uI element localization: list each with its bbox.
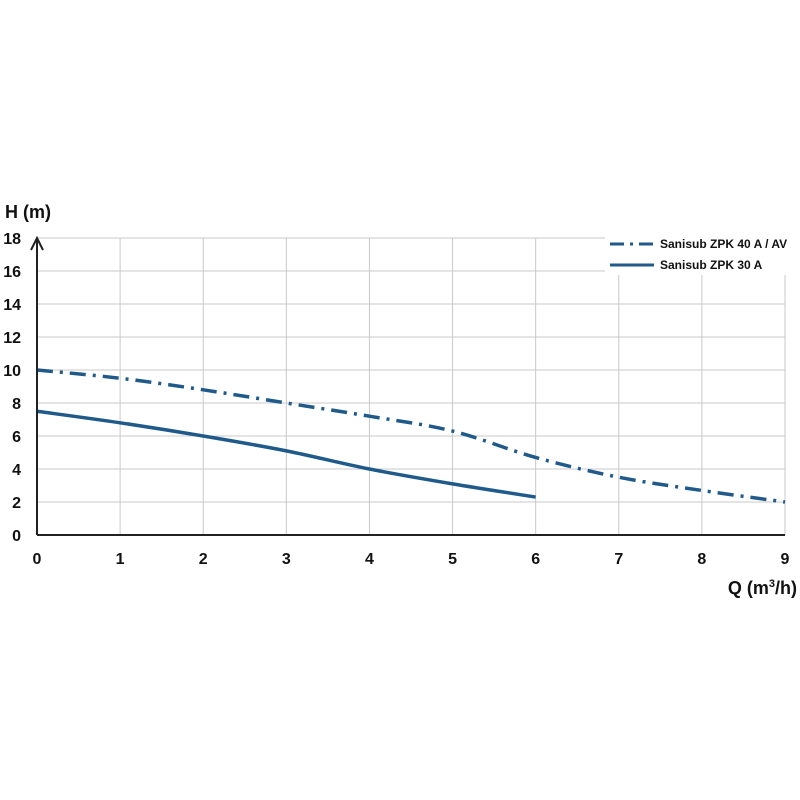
- series-lines: [36, 368, 786, 504]
- y-tick-label: 12: [3, 330, 21, 347]
- series-line-0: [36, 368, 786, 504]
- x-tick-label: 6: [531, 551, 540, 568]
- x-tick-label: 1: [116, 551, 125, 568]
- legend: Sanisub ZPK 40 A / AV Sanisub ZPK 30 A: [605, 233, 795, 275]
- legend-label-zpk40: Sanisub ZPK 40 A / AV: [660, 237, 787, 251]
- y-tick-label: 10: [3, 363, 21, 380]
- y-axis-title: H (m): [5, 202, 51, 222]
- x-tick-label: 9: [781, 551, 790, 568]
- x-tick-label: 0: [33, 551, 42, 568]
- y-tick-label: 2: [12, 495, 21, 512]
- y-tick-label: 16: [3, 264, 21, 281]
- x-tick-label: 5: [448, 551, 457, 568]
- y-tick-label: 0: [12, 528, 21, 545]
- y-axis-arrow: [30, 235, 44, 251]
- legend-label-zpk30: Sanisub ZPK 30 A: [660, 258, 763, 272]
- x-tick-label: 7: [614, 551, 623, 568]
- grid: [37, 237, 786, 535]
- y-tick-label: 4: [12, 462, 21, 479]
- series-line-1: [36, 409, 536, 499]
- y-tick-label: 8: [12, 396, 21, 413]
- y-tick-label: 18: [3, 231, 21, 248]
- x-tick-label: 3: [282, 551, 291, 568]
- y-tick-label: 6: [12, 429, 21, 446]
- x-tick-label: 4: [365, 551, 374, 568]
- x-tick-label: 2: [199, 551, 208, 568]
- axes: [30, 235, 785, 536]
- x-axis-title: Q (m3/h): [728, 578, 797, 598]
- y-tick-label: 14: [3, 297, 21, 314]
- legend-box: [605, 233, 795, 275]
- x-tick-label: 8: [697, 551, 706, 568]
